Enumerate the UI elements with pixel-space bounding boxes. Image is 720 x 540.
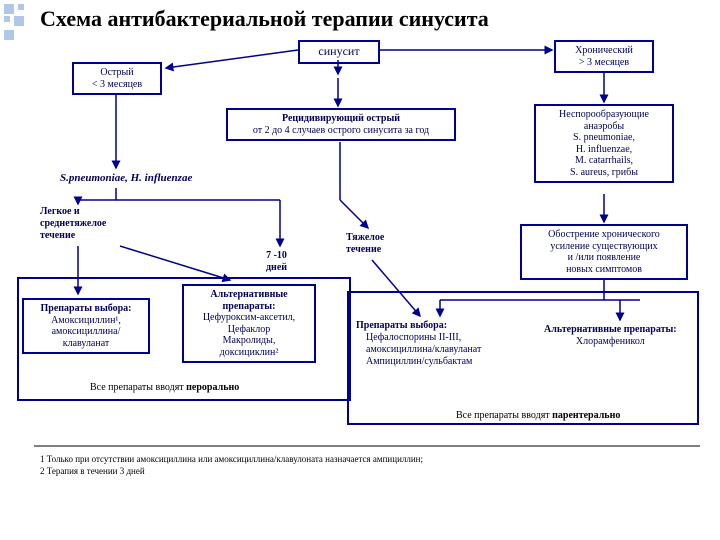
drugs-choice-left: Препараты выбора: Амоксициллин¹, амоксиц… [22, 298, 150, 354]
deco-square [14, 16, 24, 26]
deco-square [4, 30, 14, 40]
route-par: Все препараты вводят парентерально [456, 410, 620, 422]
dar-h: Альтернативные препараты: [544, 324, 677, 336]
dar-b: Хлорамфеникол [544, 336, 677, 348]
deco-square [4, 4, 14, 14]
acute-box: Острый < 3 месяцев [72, 62, 162, 95]
dal-b: Цефуроксим-аксетил, Цефаклор Макролиды, … [188, 312, 310, 358]
recurrent-l1: Рецидивирующий острый [232, 113, 450, 125]
dal-h: Альтернативные препараты: [188, 289, 310, 312]
deco-square [4, 16, 10, 22]
drugs-alt-right: Альтернативные препараты: Хлорамфеникол [544, 324, 677, 348]
route-par-a: Все препараты вводят [456, 410, 552, 421]
dcr-b: Цефалоспорины II-III, амоксициллина/клав… [356, 332, 481, 368]
dcl-b: Амоксициллин¹, амоксициллина/ клавуланат [28, 315, 144, 350]
deco-square [18, 4, 24, 10]
pathogens-left: S.pneumoniae, H. influenzae [60, 172, 192, 185]
route-par-b: парентерально [552, 410, 620, 421]
duration-label: 7 -10 дней [266, 250, 287, 274]
root-box: синусит [298, 40, 380, 64]
acute-l1: Острый [78, 67, 156, 79]
mild-label: Легкое и среднетяжелое течение [40, 206, 106, 242]
dcr-h: Препараты выбора: [356, 320, 481, 332]
severe-label: Тяжелое течение [346, 232, 384, 256]
recurrent-box: Рецидивирующий острый от 2 до 4 случаев … [226, 108, 456, 141]
acute-l2: < 3 месяцев [78, 79, 156, 91]
dcl-h: Препараты выбора: [28, 303, 144, 315]
pathogens-right-box: Неспорообразующие анаэробы S. pneumoniae… [534, 104, 674, 183]
chronic-box: Хронический > 3 месяцев [554, 40, 654, 73]
recurrent-l2: от 2 до 4 случаев острого синусита за го… [232, 125, 450, 137]
exacerbation-box: Обострение хронического усиление существ… [520, 224, 688, 280]
page-title: Схема антибактериальной терапии синусита [40, 6, 489, 32]
footnote-2: 2 Терапия в течении 3 дней [40, 466, 145, 477]
route-oral-b: перорально [186, 382, 239, 393]
drugs-choice-right: Препараты выбора: Цефалоспорины II-III, … [356, 320, 481, 368]
chronic-l1: Хронический [560, 45, 648, 57]
route-oral: Все препараты вводят перорально [90, 382, 239, 394]
footnote-1: 1 Только при отсутствии амоксициллина ил… [40, 454, 423, 465]
route-oral-a: Все препараты вводят [90, 382, 186, 393]
chronic-l2: > 3 месяцев [560, 57, 648, 69]
drugs-alt-left: Альтернативные препараты: Цефуроксим-акс… [182, 284, 316, 363]
